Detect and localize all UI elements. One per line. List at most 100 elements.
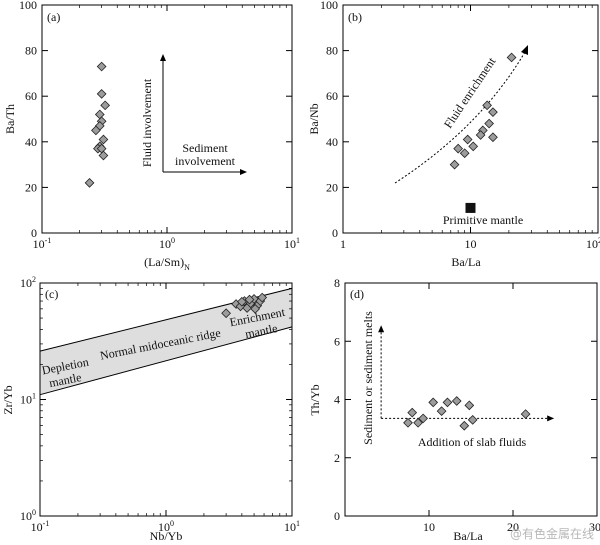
x-tick-label: 10	[465, 237, 477, 251]
data-point	[506, 52, 517, 63]
plot-frame	[342, 4, 599, 234]
y-tick-label-exp: 2	[32, 275, 36, 284]
data-point	[257, 292, 268, 303]
x-axis-label: (La/Sm)N	[144, 255, 190, 272]
data-point	[96, 61, 107, 72]
x-tick-label: 100	[159, 236, 175, 251]
data-point	[428, 397, 439, 408]
y-tick-label: 6	[334, 334, 340, 348]
panel-d: 10 20 30 0 2 4 6 8 (d) Ba/La Th/Yb Sediment or sedi…	[308, 276, 600, 543]
data-point	[91, 125, 101, 136]
y-tick-label-exp: 1	[32, 392, 36, 401]
x-tick-label-base: 10	[284, 520, 296, 534]
x-tick-label-base: 10	[586, 237, 598, 251]
data-point	[464, 400, 475, 411]
y-tick-label-exp: 0	[32, 508, 36, 517]
data-point	[418, 413, 428, 424]
panel-label: (d)	[350, 287, 364, 301]
y-tick-label: 100	[320, 0, 338, 12]
x-tick-label: 101	[284, 519, 300, 534]
watermark: @有色金属在线	[509, 527, 594, 541]
panel-label: (b)	[348, 10, 362, 24]
x-tick-label: 10-1	[33, 236, 52, 251]
x-tick-label-exp: -1	[45, 236, 52, 245]
y-tick-label: 100	[19, 0, 37, 12]
enrichment-mantle-label: mantle	[244, 321, 279, 341]
y-tick-label: 40	[326, 135, 338, 149]
plot-frame	[41, 4, 293, 234]
x-tick-label-exp: 0	[170, 519, 174, 528]
data-point	[244, 294, 255, 305]
y-tick-label: 8	[334, 276, 340, 290]
panel-c: 10-1 100 101100101102(c)Nb/YbZr/YbDepletio…	[1, 275, 300, 543]
data-point	[84, 177, 95, 188]
x-tick-label: 102	[586, 236, 600, 251]
data-point	[451, 396, 462, 406]
x-tick-label-base: 10	[31, 520, 43, 534]
x-tick-label: 30	[589, 520, 600, 534]
y-axis-label: Ba/Nb	[307, 103, 321, 134]
data-point	[403, 417, 413, 428]
data-point	[413, 417, 423, 428]
panel-label: (a)	[47, 10, 60, 24]
y-tick-label-base: 10	[20, 509, 32, 523]
data-point	[96, 89, 107, 99]
x-tick-label-exp: -1	[43, 519, 50, 528]
data-point	[488, 132, 498, 143]
data-point	[459, 148, 470, 159]
primitive-mantle-marker	[465, 202, 476, 213]
data-point	[236, 296, 247, 307]
plot-frame	[344, 282, 598, 517]
y-tick-label: 40	[25, 135, 37, 149]
data-point	[442, 397, 453, 408]
x-axis-label-sub: N	[184, 263, 190, 272]
data-point	[100, 100, 111, 111]
band-lower-line	[39, 326, 293, 396]
data-point	[94, 109, 105, 120]
data-point	[484, 118, 494, 129]
involvement-label: involvement	[175, 154, 236, 168]
y-tick-label: 80	[326, 44, 338, 58]
panel-label: (c)	[45, 287, 58, 301]
y-axis-label: Th/Yb	[308, 384, 322, 415]
y-tick-label: 80	[25, 44, 37, 58]
slab-fluid-arrow-head	[547, 415, 555, 422]
x-tick-label: 100	[158, 519, 174, 534]
y-tick-label-base: 10	[20, 393, 32, 407]
x-tick-label: 10-1	[31, 519, 50, 534]
data-point	[436, 406, 447, 417]
panel-b: 1 10 102020406080100(b)Ba/LaBa/NbPrimitive…	[307, 0, 600, 269]
y-tick-label-base: 10	[20, 276, 32, 290]
data-point	[468, 141, 479, 152]
x-axis-label: Ba/La	[451, 255, 481, 269]
sediment-arrow-head	[378, 325, 385, 333]
data-point	[221, 308, 231, 319]
data-point	[482, 100, 492, 111]
x-axis-label-main: (La/Sm)	[144, 255, 184, 269]
data-point	[250, 303, 261, 314]
y-tick-label: 102	[20, 275, 36, 290]
data-point	[459, 420, 470, 431]
y-tick-label: 0	[31, 226, 37, 240]
sediment-label: Sediment	[182, 141, 228, 155]
data-point	[520, 409, 531, 419]
x-tick-label-exp: 0	[171, 236, 175, 245]
y-tick-label: 100	[20, 508, 36, 523]
y-axis-label: Zr/Yb	[1, 385, 15, 414]
y-tick-label: 20	[25, 180, 37, 194]
data-point	[453, 143, 464, 154]
x-tick-label-base: 10	[465, 237, 477, 251]
data-point	[449, 159, 460, 170]
depletion-mantle-label: mantle	[48, 370, 83, 390]
x-axis-label: Nb/Yb	[150, 529, 183, 543]
data-point	[467, 415, 478, 425]
primitive-mantle-label: Primitive mantle	[443, 213, 523, 227]
fluid-arrow-head	[160, 54, 166, 61]
enrichment-trend-curve	[394, 51, 526, 184]
y-tick-label: 60	[326, 89, 338, 103]
y-tick-label: 60	[25, 89, 37, 103]
x-tick-label-base: 10	[33, 237, 45, 251]
x-tick-label-base: 1	[340, 237, 346, 251]
